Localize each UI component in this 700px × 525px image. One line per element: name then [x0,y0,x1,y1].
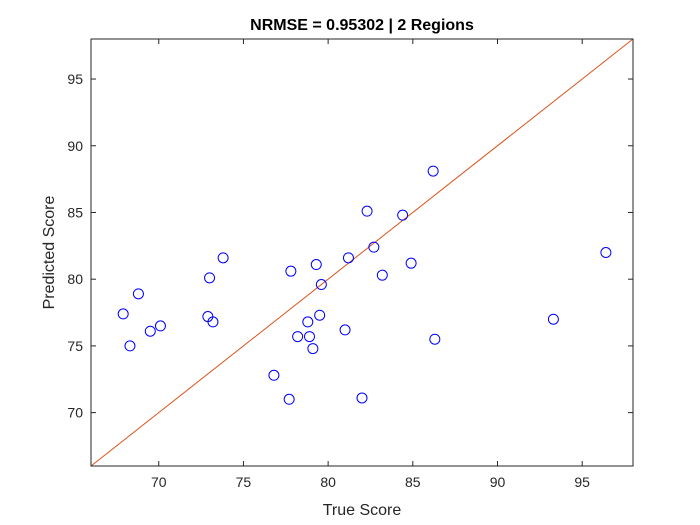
data-point [268,369,280,381]
data-points [117,165,612,405]
x-axis-ticks: 70 75 80 85 90 95 [151,39,590,490]
data-point [361,205,373,217]
x-tick-label: 95 [574,474,590,490]
data-point [314,309,326,321]
x-tick-label: 75 [236,474,252,490]
y-tick-label: 75 [67,338,83,354]
reference-line [90,38,634,467]
reference-line-layer [90,38,634,467]
data-point [292,331,304,343]
data-point [405,257,417,269]
data-point [376,269,388,281]
data-point [303,331,315,343]
data-point [547,313,559,325]
x-tick-label: 70 [151,474,167,490]
data-point [204,272,216,284]
data-point [285,265,297,277]
y-axis-ticks: 70 75 80 85 90 95 [67,71,633,421]
plot-frame [90,38,634,467]
data-point [132,288,144,300]
data-point [429,333,441,345]
data-point [217,252,229,264]
data-point [427,165,439,177]
data-point [397,209,409,221]
data-point [339,324,351,336]
data-point [124,340,136,352]
y-axis-label: Predicted Score [41,195,58,309]
y-tick-label: 95 [67,71,83,87]
x-axis-label: True Score [323,502,402,519]
y-tick-label: 70 [67,405,83,421]
data-point [117,308,129,320]
x-tick-label: 90 [490,474,506,490]
data-point [144,325,156,337]
data-point [342,252,354,264]
data-point [207,316,219,328]
data-point [315,279,327,291]
data-point [302,316,314,328]
y-tick-label: 90 [67,138,83,154]
y-tick-label: 85 [67,204,83,220]
y-tick-label: 80 [67,271,83,287]
x-tick-label: 85 [405,474,421,490]
data-point [368,241,380,253]
data-point [307,343,319,355]
data-point [600,247,612,258]
data-point [283,393,295,405]
data-point [356,392,368,404]
x-tick-label: 80 [320,474,336,490]
chart-title: NRMSE = 0.95302 | 2 Regions [250,17,474,34]
data-point [154,320,166,332]
data-point [310,259,322,271]
